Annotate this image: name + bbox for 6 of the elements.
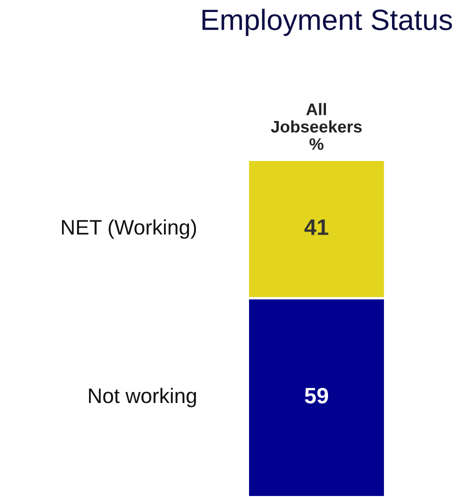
data-label: 59 <box>304 388 328 404</box>
data-label: 41 <box>304 220 328 235</box>
text: NET (Working) <box>62 219 196 239</box>
chart-title: Employment Status <box>202 8 452 36</box>
text: Not working <box>89 388 196 408</box>
x-tick-label: All Jobseekers % <box>270 103 362 150</box>
